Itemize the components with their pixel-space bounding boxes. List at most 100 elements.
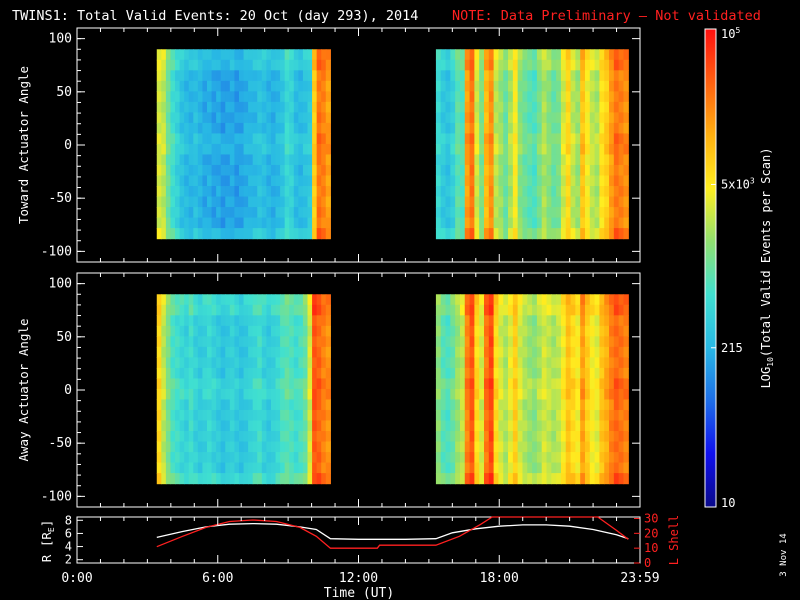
heatmap-cell bbox=[546, 367, 552, 380]
heatmap-cell bbox=[551, 409, 557, 422]
heatmap-cell bbox=[570, 378, 576, 390]
heatmap-cell bbox=[207, 207, 213, 219]
heatmap-cell bbox=[257, 186, 263, 198]
heatmap-cell bbox=[580, 154, 586, 166]
heatmap-cell bbox=[238, 336, 245, 348]
heatmap-cell bbox=[156, 91, 162, 103]
time-tick-label: 6:00 bbox=[202, 571, 233, 586]
heatmap-cell bbox=[184, 409, 190, 422]
heatmap-cell bbox=[575, 217, 581, 229]
heatmap-cell bbox=[289, 388, 295, 401]
heatmap-cell bbox=[302, 154, 309, 166]
heatmap-cell bbox=[493, 196, 500, 208]
heatmap-cell bbox=[188, 59, 194, 71]
heatmap-cell bbox=[527, 473, 533, 485]
heatmap-cell bbox=[527, 325, 533, 337]
heatmap-cell bbox=[435, 133, 442, 145]
heatmap-cell bbox=[289, 133, 295, 145]
heatmap-cell bbox=[508, 186, 514, 198]
heatmap-cell bbox=[179, 154, 185, 166]
heatmap-cell bbox=[175, 207, 181, 219]
heatmap-cell bbox=[551, 101, 557, 113]
heatmap-cell bbox=[270, 431, 277, 443]
heatmap-cell bbox=[312, 164, 318, 177]
heatmap-cell bbox=[225, 462, 231, 474]
heatmap-cell bbox=[220, 294, 226, 306]
heatmap-cell bbox=[316, 441, 322, 453]
heatmap-cell bbox=[202, 294, 208, 306]
heatmap-cell bbox=[202, 70, 208, 82]
heatmap-cell bbox=[234, 164, 240, 177]
heatmap-cell bbox=[165, 175, 172, 187]
heatmap-cell bbox=[560, 101, 567, 113]
heatmap-cell bbox=[316, 378, 322, 390]
heatmap-cell bbox=[623, 112, 629, 124]
heatmap-cell bbox=[440, 59, 447, 71]
heatmap-cell bbox=[527, 452, 533, 464]
heatmap-cell bbox=[532, 315, 538, 327]
heatmap-cell bbox=[474, 143, 480, 156]
heatmap-cell bbox=[270, 122, 277, 135]
heatmap-cell bbox=[229, 122, 236, 135]
heatmap-cell bbox=[197, 143, 204, 156]
heatmap-cell bbox=[609, 196, 615, 208]
heatmap-cell bbox=[156, 367, 162, 380]
heatmap-cell bbox=[440, 431, 447, 443]
heatmap-cell bbox=[464, 378, 471, 390]
heatmap-cell bbox=[435, 154, 442, 166]
heatmap-cell bbox=[188, 91, 194, 103]
heatmap-cell bbox=[211, 367, 217, 380]
heatmap-cell bbox=[599, 91, 605, 103]
heatmap-cell bbox=[551, 217, 557, 229]
heatmap-cell bbox=[560, 133, 567, 145]
heatmap-cell bbox=[609, 462, 615, 474]
heatmap-cell bbox=[450, 409, 456, 422]
heatmap-cell bbox=[207, 452, 213, 464]
heatmap-cell bbox=[293, 452, 299, 464]
heatmap-cell bbox=[220, 207, 226, 219]
heatmap-cell bbox=[220, 217, 226, 229]
heatmap-cell bbox=[243, 452, 249, 464]
heatmap-cell bbox=[248, 143, 254, 156]
heatmap-cell bbox=[560, 315, 567, 327]
heatmap-cell bbox=[270, 70, 277, 82]
heatmap-cell bbox=[498, 164, 504, 177]
heatmap-cell bbox=[302, 409, 309, 422]
heatmap-cell bbox=[175, 367, 181, 380]
heatmap-cell bbox=[556, 196, 562, 208]
heatmap-cell bbox=[156, 175, 162, 187]
heatmap-cell bbox=[464, 112, 471, 124]
heatmap-cell bbox=[623, 59, 629, 71]
heatmap-cell bbox=[556, 409, 562, 422]
heatmap-cell bbox=[298, 336, 304, 348]
heatmap-cell bbox=[161, 175, 167, 187]
heatmap-cell bbox=[469, 462, 475, 474]
heatmap-cell bbox=[532, 122, 538, 135]
heatmap-cell bbox=[599, 315, 605, 327]
heatmap-cell bbox=[275, 175, 281, 187]
heatmap-cell bbox=[464, 336, 471, 348]
heatmap-cell bbox=[522, 315, 528, 327]
heatmap-cell bbox=[455, 367, 461, 380]
heatmap-cell bbox=[508, 294, 514, 306]
l-shell-tick-label: 0 bbox=[644, 556, 651, 570]
heatmap-cell bbox=[275, 154, 281, 166]
heatmap-cell bbox=[229, 70, 236, 82]
heatmap-cell bbox=[613, 462, 620, 474]
heatmap-cell bbox=[284, 420, 290, 432]
heatmap-cell bbox=[170, 294, 176, 306]
heatmap-cell bbox=[512, 186, 519, 198]
heatmap-cell bbox=[541, 452, 548, 464]
heatmap-cell bbox=[225, 325, 231, 337]
heatmap-cell bbox=[469, 175, 475, 187]
heatmap-cell bbox=[243, 175, 249, 187]
heatmap-cell bbox=[541, 49, 548, 61]
heatmap-cell bbox=[575, 122, 581, 135]
heatmap-cell bbox=[599, 207, 605, 219]
heatmap-cell bbox=[312, 357, 318, 369]
heatmap-cell bbox=[565, 336, 572, 348]
heatmap-cell bbox=[609, 346, 615, 358]
heatmap-cell bbox=[289, 336, 295, 348]
y-tick-label: -100 bbox=[41, 244, 72, 259]
heatmap-cell bbox=[252, 49, 258, 61]
